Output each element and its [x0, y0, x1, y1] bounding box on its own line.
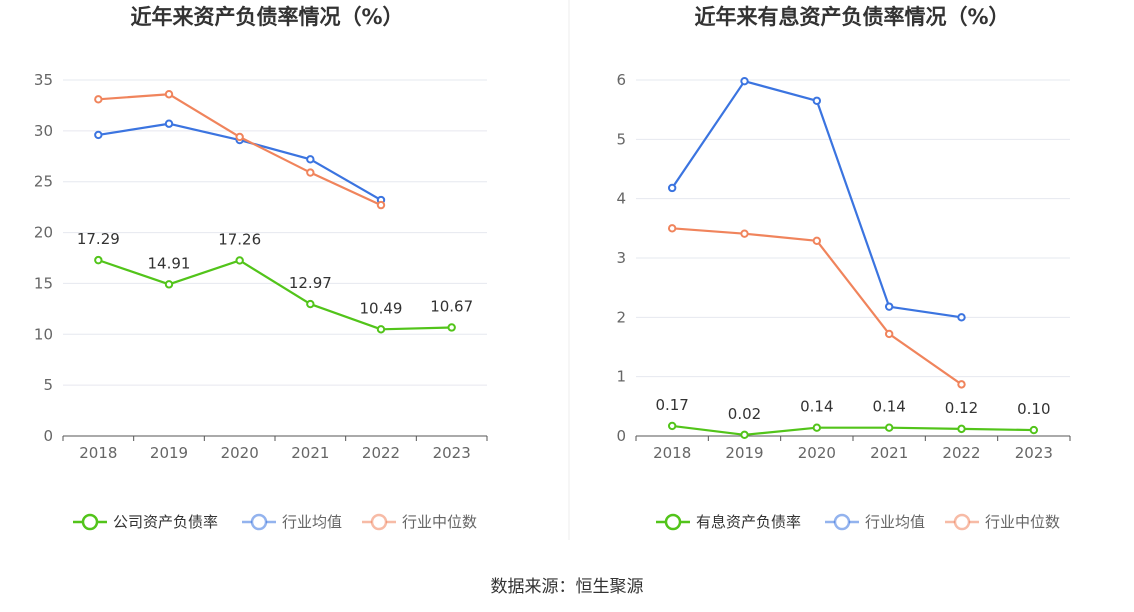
legend-item-median[interactable]: 行业中位数 — [362, 513, 477, 531]
legend-item-avg[interactable]: 行业均值 — [242, 513, 342, 531]
y-tick-label: 15 — [34, 274, 53, 292]
legend-label: 行业中位数 — [985, 513, 1060, 531]
data-label: 12.97 — [289, 274, 332, 292]
legend-item-median[interactable]: 行业中位数 — [945, 513, 1060, 531]
legend-marker-icon — [664, 513, 682, 531]
data-point-median[interactable] — [94, 95, 103, 104]
legend-label: 行业中位数 — [402, 513, 477, 531]
x-tick-label: 2023 — [1015, 444, 1053, 462]
data-point-avg[interactable] — [164, 119, 174, 128]
x-tick-label: 2023 — [433, 444, 471, 462]
y-tick-label: 5 — [616, 130, 626, 148]
data-point-avg[interactable] — [94, 130, 103, 140]
x-tick-label: 2018 — [653, 444, 691, 462]
data-point-company[interactable] — [164, 280, 174, 289]
x-tick-label: 2021 — [291, 444, 329, 462]
data-label: 10.49 — [360, 299, 403, 317]
data-point-company[interactable] — [1029, 425, 1039, 435]
data-label: 10.67 — [430, 297, 473, 315]
legend-marker-icon — [953, 513, 971, 531]
data-label: 0.10 — [1017, 400, 1050, 418]
data-point-avg[interactable] — [812, 96, 822, 105]
debt-ratio-chart: 近年来资产负债率情况（%） 0 5 10 15 20 25 30 35 2018 2019 2020 2… — [34, 5, 488, 531]
legend-marker-icon — [370, 513, 388, 531]
data-point-company[interactable] — [235, 256, 244, 265]
y-tick-label: 20 — [34, 224, 53, 242]
data-label: 0.14 — [800, 398, 833, 416]
legend-label: 公司资产负债率 — [113, 513, 218, 531]
y-tick-label: 2 — [616, 308, 626, 326]
chart-title: 近年来资产负债率情况（%） — [130, 5, 403, 29]
data-label: 17.29 — [77, 230, 120, 248]
data-point-company[interactable] — [667, 421, 677, 431]
legend-item-company[interactable]: 有息资产负债率 — [656, 513, 801, 531]
data-label: 0.12 — [945, 399, 978, 417]
legend-marker-icon — [250, 513, 268, 531]
y-tick-label: 0 — [43, 427, 53, 445]
x-tick-label: 2019 — [725, 444, 763, 462]
data-point-median[interactable] — [667, 224, 677, 233]
x-tick-label: 2020 — [221, 444, 259, 462]
data-point-median[interactable] — [884, 329, 894, 339]
data-label: 0.02 — [728, 405, 761, 423]
y-tick-label: 0 — [616, 427, 626, 445]
interest-debt-ratio-chart: 近年来有息资产负债率情况（%） 0 1 2 3 4 5 6 2018 2019 2020 2021 20… — [616, 5, 1071, 531]
data-point-company[interactable] — [376, 325, 386, 334]
data-point-company[interactable] — [306, 299, 315, 309]
data-point-company[interactable] — [812, 423, 822, 432]
chart-title: 近年来有息资产负债率情况（%） — [694, 5, 1009, 29]
source-text: 数据来源：恒生聚源 — [491, 577, 644, 597]
y-tick-label: 4 — [616, 190, 626, 208]
data-point-avg[interactable] — [884, 302, 894, 311]
series-line-company — [672, 424, 1034, 436]
y-tick-label: 35 — [34, 71, 53, 89]
data-point-median[interactable] — [376, 200, 386, 210]
legend-marker-icon — [81, 513, 99, 531]
x-tick-label: 2019 — [150, 444, 188, 462]
data-point-avg[interactable] — [740, 76, 749, 86]
series-line-company — [97, 259, 452, 331]
series-line-avg — [671, 80, 962, 319]
y-tick-label: 10 — [34, 325, 53, 343]
data-label: 0.14 — [872, 398, 905, 416]
data-point-avg[interactable] — [306, 155, 315, 164]
legend-label: 行业均值 — [865, 513, 925, 531]
x-tick-label: 2018 — [79, 444, 117, 462]
data-point-company[interactable] — [957, 424, 966, 434]
data-point-median[interactable] — [306, 168, 315, 177]
y-tick-label: 3 — [616, 249, 626, 267]
data-point-company[interactable] — [884, 423, 894, 432]
y-tick-label: 1 — [616, 368, 626, 386]
data-point-avg[interactable] — [667, 183, 677, 193]
y-tick-label: 5 — [43, 376, 53, 394]
x-tick-label: 2022 — [362, 444, 400, 462]
series-line-median — [672, 227, 963, 386]
data-point-company[interactable] — [740, 430, 749, 440]
data-point-avg[interactable] — [957, 313, 966, 322]
series-line-median — [98, 93, 382, 207]
data-label: 14.91 — [148, 254, 191, 272]
data-point-median[interactable] — [812, 236, 822, 245]
y-tick-label: 25 — [34, 173, 53, 191]
data-point-median[interactable] — [957, 380, 966, 389]
x-tick-label: 2021 — [870, 444, 908, 462]
legend-item-company[interactable]: 公司资产负债率 — [73, 513, 218, 531]
legend-label: 有息资产负债率 — [696, 513, 801, 531]
y-tick-label: 30 — [34, 122, 53, 140]
data-point-company[interactable] — [94, 255, 103, 265]
legend-marker-icon — [833, 513, 851, 531]
data-point-median[interactable] — [740, 229, 749, 238]
data-label: 0.17 — [655, 396, 688, 414]
legend-label: 行业均值 — [282, 513, 342, 531]
y-tick-label: 6 — [616, 71, 626, 89]
data-point-company[interactable] — [447, 323, 456, 332]
legend-item-avg[interactable]: 行业均值 — [825, 513, 925, 531]
data-label: 17.26 — [218, 230, 261, 248]
x-tick-label: 2022 — [942, 444, 980, 462]
data-point-median[interactable] — [235, 132, 244, 142]
x-tick-label: 2020 — [798, 444, 836, 462]
data-point-median[interactable] — [164, 90, 174, 99]
